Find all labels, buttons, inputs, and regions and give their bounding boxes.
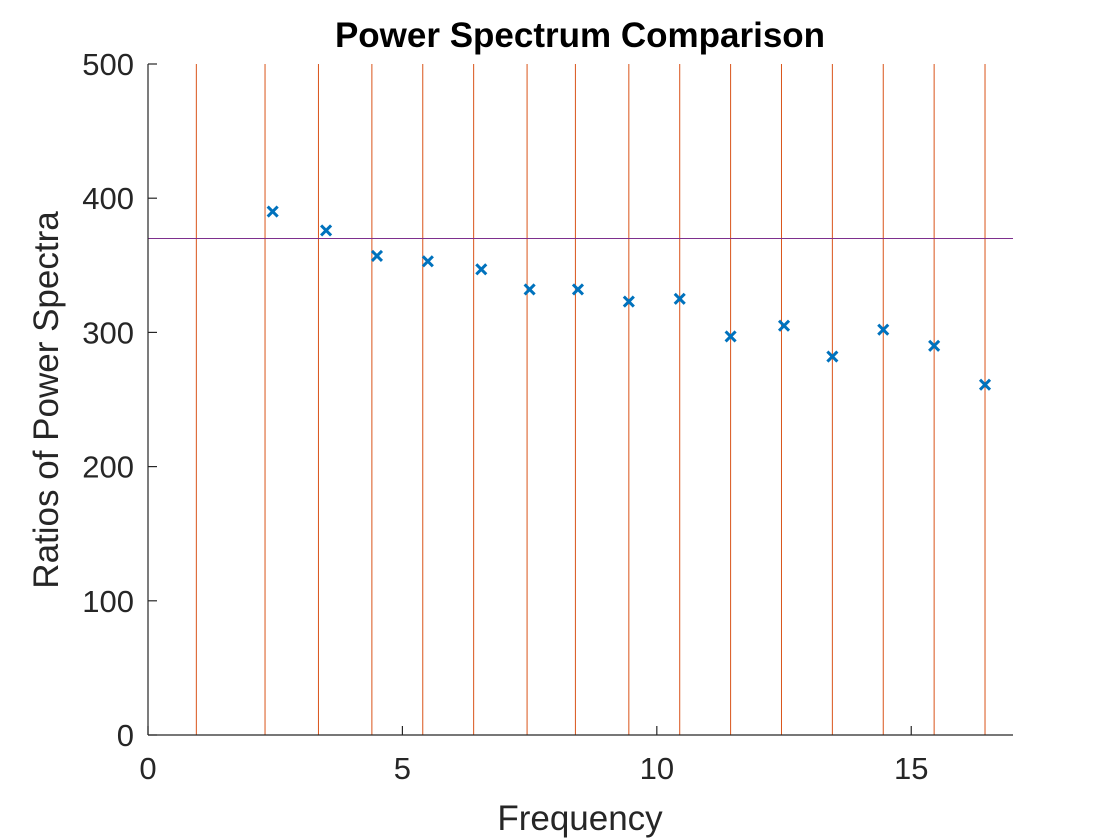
y-tick-label: 500 <box>82 47 134 82</box>
data-point <box>877 323 890 336</box>
y-tick-label: 200 <box>82 450 134 485</box>
data-point <box>928 339 941 352</box>
data-point <box>370 249 384 262</box>
x-tick-label: 5 <box>394 751 411 786</box>
chart-title: Power Spectrum Comparison <box>335 16 825 55</box>
data-point <box>475 263 488 276</box>
data-point <box>724 330 737 343</box>
data-point <box>320 224 333 237</box>
data-point <box>421 255 434 268</box>
y-tick-label: 400 <box>82 181 134 216</box>
y-tick-label: 100 <box>82 584 134 619</box>
data-point <box>826 350 839 363</box>
y-axis-title: Ratios of Power Spectra <box>27 211 66 589</box>
data-point <box>571 283 585 296</box>
x-tick-label: 10 <box>640 751 674 786</box>
data-point <box>523 283 536 296</box>
x-tick-label: 0 <box>139 751 156 786</box>
x-axis-title: Frequency <box>497 799 663 838</box>
data-point <box>266 205 279 218</box>
plot-area: 0 100 200 300 400 500 0 5 10 15 <box>82 47 1013 786</box>
data-point <box>622 295 635 308</box>
data-point <box>978 378 992 391</box>
x-tick-label: 15 <box>894 751 928 786</box>
y-tick-label: 0 <box>117 718 134 753</box>
y-tick-label: 300 <box>82 315 134 350</box>
data-point <box>777 319 791 332</box>
data-point <box>673 292 686 305</box>
